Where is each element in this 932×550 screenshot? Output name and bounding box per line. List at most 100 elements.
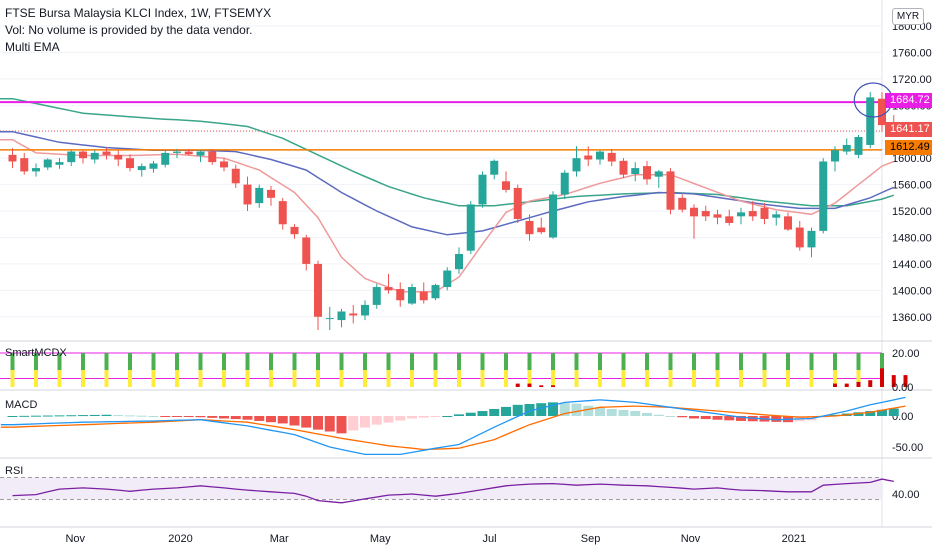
smartmcdx-green-bar (34, 353, 38, 370)
candle-body (878, 98, 886, 126)
macd-histogram-bar (642, 412, 652, 416)
candle-body (126, 158, 134, 169)
candle-body (678, 197, 687, 210)
y-tick-label: 1720.00 (892, 74, 932, 86)
smartmcdx-green-bar (856, 353, 861, 370)
candle-body (443, 270, 452, 288)
currency-button[interactable]: MYR (892, 8, 924, 25)
smartmcdx-green-bar (128, 353, 132, 370)
candle-body (866, 97, 875, 145)
smartmcdx-green-bar (480, 353, 485, 370)
candle-body (114, 154, 123, 160)
smartmcdx-green-bar (762, 353, 767, 370)
candle-body (490, 160, 499, 175)
smartmcdx-red-bar (868, 380, 873, 387)
smartmcdx-yellow-bar (692, 370, 696, 387)
smartmcdx-green-bar (809, 353, 814, 370)
macd-histogram-bar (606, 408, 617, 416)
macd-histogram-bar (89, 414, 100, 416)
smartmcdx-green-bar (292, 353, 297, 370)
candle-body (560, 172, 569, 195)
candle-body (607, 152, 616, 162)
macd-histogram-bar (101, 414, 112, 416)
smartmcdx-green-bar (739, 353, 743, 370)
smartmcdx-green-bar (81, 353, 85, 370)
smartmcdx-red-bar (551, 385, 555, 387)
candle-body (220, 161, 228, 168)
macd-histogram-bar (19, 415, 30, 417)
smartmcdx-red-bar (844, 383, 849, 387)
candle-body (32, 168, 40, 172)
smartmcdx-red-bar (891, 375, 896, 387)
smartmcdx-green-bar (151, 353, 156, 370)
rsi-tick-label: 40.00 (892, 489, 920, 501)
smartmcdx-yellow-bar (57, 370, 62, 387)
smartmcdx-yellow-bar (128, 370, 132, 387)
macd-line (0, 396, 906, 456)
candle-body (408, 287, 416, 304)
smartmcdx-green-bar (621, 353, 626, 370)
candle-body (725, 216, 734, 223)
candle-body (396, 289, 405, 301)
candle-body (184, 151, 193, 155)
candle-body (713, 214, 722, 218)
candle-body (549, 194, 557, 238)
smartmcdx-yellow-bar (363, 370, 367, 387)
candle-body (537, 227, 546, 233)
y-tick-label: 1520.00 (892, 206, 932, 218)
last-price-label: 1641.17 (885, 122, 932, 137)
macd-histogram-bar (689, 416, 699, 419)
smartmcdx-yellow-bar (10, 370, 15, 387)
smartmcdx-tick-label: 20.00 (892, 348, 920, 360)
candle-body (643, 166, 651, 180)
candle-body (772, 214, 781, 218)
macd-histogram-bar (254, 416, 265, 421)
smartmcdx-green-bar (10, 353, 15, 370)
indicator-name: Multi EMA (5, 40, 60, 54)
x-tick-label: May (370, 533, 391, 545)
smartmcdx-green-bar (692, 353, 696, 370)
ema-slow-line (0, 97, 895, 207)
candle-body (337, 311, 346, 321)
smartmcdx-green-bar (433, 353, 438, 370)
candle-body (419, 291, 428, 301)
y-tick-label: 1560.00 (892, 180, 932, 192)
candle-body (102, 151, 111, 155)
smartmcdx-yellow-bar (386, 370, 391, 387)
candle-body (314, 263, 322, 317)
candle-body (431, 285, 440, 299)
smartmcdx-green-bar (269, 353, 273, 370)
smartmcdx-green-bar (386, 353, 391, 370)
smartmcdx-yellow-bar (551, 370, 555, 387)
macd-histogram-bar (348, 416, 359, 431)
macd-histogram-bar (677, 416, 688, 418)
smartmcdx-yellow-bar (527, 370, 532, 387)
macd-tick-label: -50.00 (892, 442, 923, 454)
candle-body (231, 168, 240, 184)
candle-body (654, 171, 663, 177)
macd-histogram-bar (31, 415, 41, 417)
macd-histogram-bar (724, 416, 735, 421)
candle-body (819, 161, 828, 231)
x-tick-label: Sep (581, 533, 601, 545)
smartmcdx-green-bar (833, 353, 837, 370)
smartmcdx-green-bar (504, 353, 508, 370)
smartmcdx-yellow-bar (81, 370, 85, 387)
smartmcdx-green-bar (527, 353, 532, 370)
macd-histogram-bar (418, 416, 429, 418)
smartmcdx-yellow-bar (480, 370, 485, 387)
smartmcdx-green-bar (316, 353, 320, 370)
smartmcdx-tick-label: 0.00 (892, 382, 913, 394)
candle-body (596, 151, 604, 160)
x-tick-label: 2021 (782, 533, 806, 545)
candle-body (584, 155, 593, 160)
candle-body (690, 207, 698, 217)
macd-histogram-bar (477, 411, 488, 416)
candle-body (173, 151, 181, 153)
smartmcdx-yellow-bar (339, 370, 344, 387)
macd-histogram-bar (66, 415, 77, 417)
candle-body (795, 227, 804, 248)
smartmcdx-green-bar (715, 353, 720, 370)
macd-histogram-bar (183, 416, 194, 417)
